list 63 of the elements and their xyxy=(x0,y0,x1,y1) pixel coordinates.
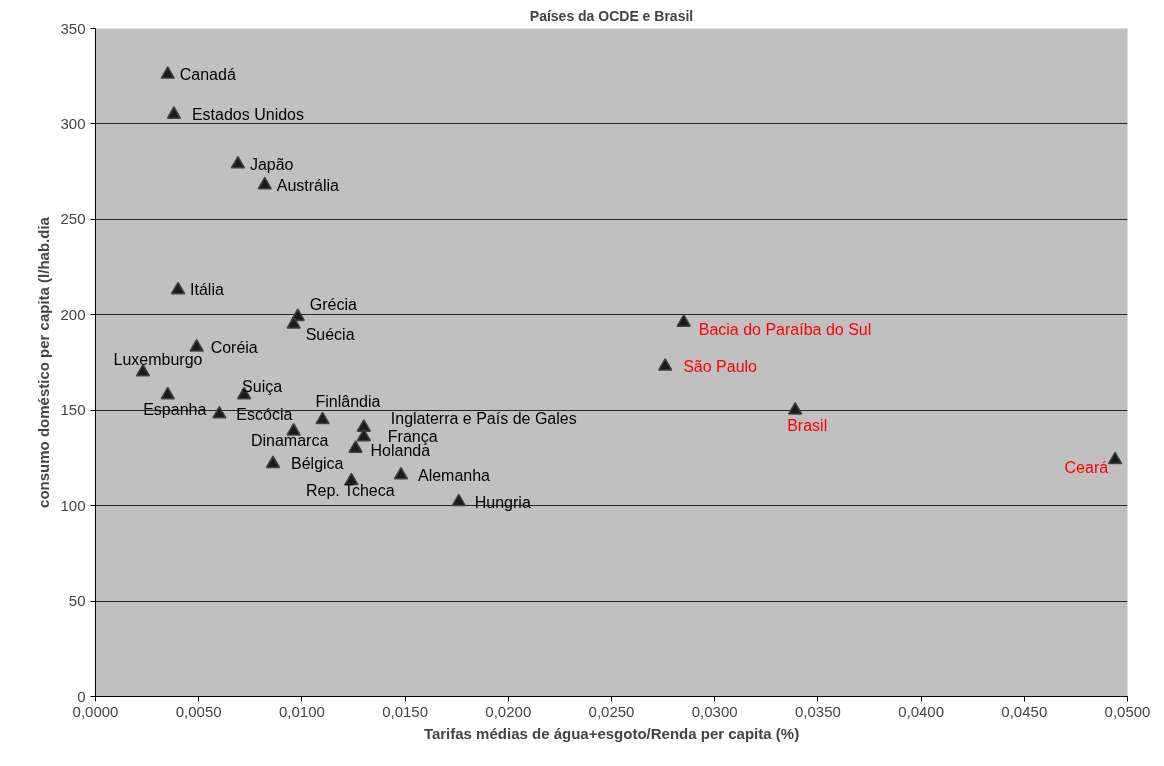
data-label: Coréia xyxy=(210,338,258,356)
y-tick-label: 200 xyxy=(60,305,86,323)
data-label: Brasil xyxy=(787,416,828,434)
data-label: Suiça xyxy=(242,378,283,396)
x-tick-label: 0,0250 xyxy=(588,702,635,720)
point xyxy=(315,411,330,425)
data-label: Canadá xyxy=(179,65,236,83)
data-label: França xyxy=(387,428,438,446)
x-tick-label: 0,0450 xyxy=(1001,702,1048,720)
y-tick-label: 150 xyxy=(60,401,86,419)
point xyxy=(451,493,467,507)
x-tick-label: 0,0200 xyxy=(485,702,532,720)
data-label: Grécia xyxy=(309,296,357,314)
point xyxy=(787,401,803,415)
y-tick-label: 300 xyxy=(60,114,86,132)
point xyxy=(265,455,281,469)
y-tick-label: 100 xyxy=(60,496,86,514)
y-tick-label: 250 xyxy=(60,210,86,228)
x-tick-label: 0,0100 xyxy=(278,702,325,720)
data-label: Rep. Tcheca xyxy=(305,482,395,500)
point xyxy=(230,155,246,169)
y-tick-label: 350 xyxy=(60,19,86,37)
point xyxy=(348,440,363,453)
point xyxy=(189,338,204,352)
x-tick-label: 0,0350 xyxy=(794,702,841,720)
x-tick-label: 0,0050 xyxy=(175,702,222,720)
x-tick-label: 0,0500 xyxy=(1104,702,1151,720)
x-tick-label: 0,0150 xyxy=(382,702,429,720)
point xyxy=(286,316,301,329)
x-tick-label: 0,0400 xyxy=(898,702,945,720)
data-label: Japão xyxy=(249,155,294,173)
data-label: Ceará xyxy=(1064,459,1109,477)
x-tick-label: 0,0300 xyxy=(691,702,738,720)
point xyxy=(393,466,409,480)
data-label: Inglaterra e País de Gales xyxy=(390,409,577,427)
y-tick-label: 0 xyxy=(77,687,86,705)
data-label: Itália xyxy=(190,281,224,299)
data-label: Luxemburgo xyxy=(113,350,203,368)
data-label: Suécia xyxy=(305,325,355,343)
x-axis-title: Tarifas médias de água+esgoto/Renda per capita (%) xyxy=(423,724,800,742)
data-label: Bacia do Paraíba do Sul xyxy=(698,320,872,338)
point xyxy=(170,281,186,295)
data-label: Austrália xyxy=(276,176,340,194)
point xyxy=(212,405,227,419)
data-label: Bélgica xyxy=(291,455,344,473)
data-label: Dinamarca xyxy=(250,431,329,449)
data-label: Estados Unidos xyxy=(191,105,304,123)
y-axis-title: consumo doméstico per capita (l/hab.dia xyxy=(35,216,53,508)
point xyxy=(676,314,691,327)
point xyxy=(166,106,182,119)
point xyxy=(657,358,673,371)
point xyxy=(160,386,175,400)
data-label: São Paulo xyxy=(683,357,758,375)
point xyxy=(160,66,175,79)
y-tick-label: 50 xyxy=(68,592,86,610)
data-label: Finlândia xyxy=(315,393,381,411)
chart-title: Países da OCDE e Brasil xyxy=(529,7,694,24)
data-label: Alemanha xyxy=(417,466,491,484)
point xyxy=(356,428,372,442)
point xyxy=(257,176,272,190)
point xyxy=(1107,451,1123,465)
x-tick-label: 0,0000 xyxy=(72,702,119,720)
point xyxy=(356,419,372,432)
